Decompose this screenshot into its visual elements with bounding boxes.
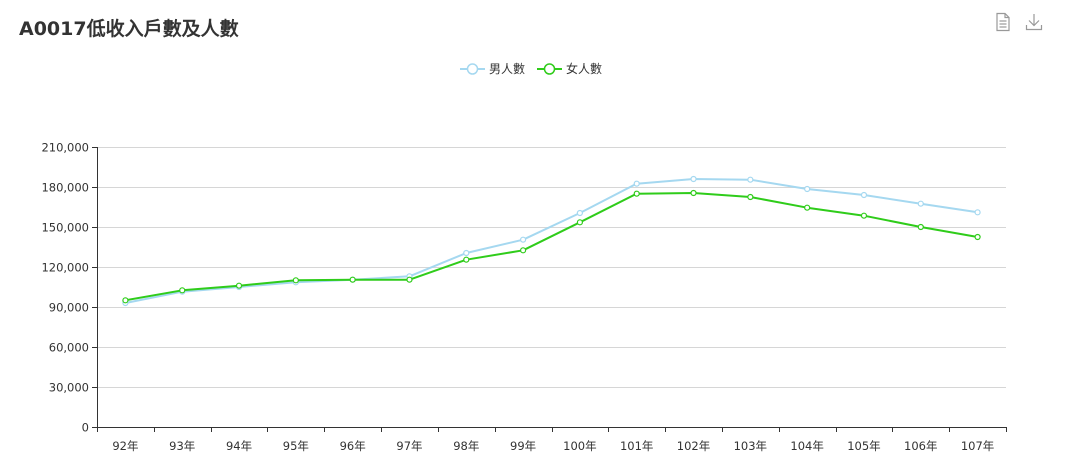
data-point[interactable] [747,193,754,201]
legend-label: 男人數 [489,62,525,76]
data-point[interactable] [519,236,527,243]
data-point[interactable] [974,209,981,216]
data-point[interactable] [122,297,129,304]
y-tick-label: 0 [82,421,89,435]
x-tick-label: 105年 [847,439,880,453]
x-tick-label: 95年 [283,439,309,453]
x-tick-label: 101年 [620,439,653,453]
data-point[interactable] [690,189,697,197]
series-line [125,192,978,302]
legend-label: 女人數 [566,61,602,76]
data-point[interactable] [519,247,527,254]
chart-toolbar [994,12,1043,32]
x-tick-label: 92年 [112,439,138,453]
legend-item[interactable]: 女人數 [537,61,602,76]
x-tick-label: 102年 [677,439,710,453]
y-tick-label: 30,000 [49,381,89,395]
x-tick-label: 107年 [961,439,994,453]
data-point[interactable] [860,212,868,219]
x-tick-label: 93年 [169,439,195,453]
data-point[interactable] [576,219,584,226]
x-tick-label: 94年 [226,439,252,453]
data-point[interactable] [917,223,924,231]
data-point[interactable] [804,185,811,193]
data-point[interactable] [690,175,697,183]
series-line [125,178,978,304]
x-tick-label: 103年 [734,439,767,453]
legend-marker [543,63,556,75]
download-icon[interactable] [1025,12,1043,32]
x-tick-label: 98年 [453,439,479,453]
x-tick-label: 97年 [396,439,422,453]
x-tick-label: 104年 [790,439,823,453]
legend-item[interactable]: 男人數 [460,62,525,76]
x-tick-label: 96年 [340,439,366,453]
data-point[interactable] [349,276,356,283]
data-point[interactable] [860,191,868,199]
legend-marker [466,63,479,75]
y-tick-label: 210,000 [41,141,89,155]
data-point[interactable] [974,233,981,241]
y-tick-label: 90,000 [49,301,89,315]
data-point[interactable] [463,249,470,257]
y-tick-label: 180,000 [41,181,89,195]
data-point[interactable] [179,287,186,294]
y-tick-label: 120,000 [41,261,89,275]
y-tick-label: 150,000 [41,221,89,235]
data-point[interactable] [235,282,243,289]
data-point[interactable] [463,256,470,263]
x-tick-label: 100年 [563,439,596,453]
x-tick-label: 99年 [510,439,536,453]
data-point[interactable] [804,204,811,211]
x-tick-label: 106年 [904,439,937,453]
data-point[interactable] [633,180,640,187]
data-point[interactable] [633,190,640,197]
data-point[interactable] [917,200,924,207]
data-point[interactable] [292,277,299,284]
data-point[interactable] [406,276,413,283]
data-point[interactable] [747,176,754,183]
y-tick-label: 60,000 [49,341,89,355]
page-title: A0017低收入戶數及人數 [19,18,239,40]
document-icon[interactable] [994,12,1012,32]
data-point[interactable] [576,209,584,217]
